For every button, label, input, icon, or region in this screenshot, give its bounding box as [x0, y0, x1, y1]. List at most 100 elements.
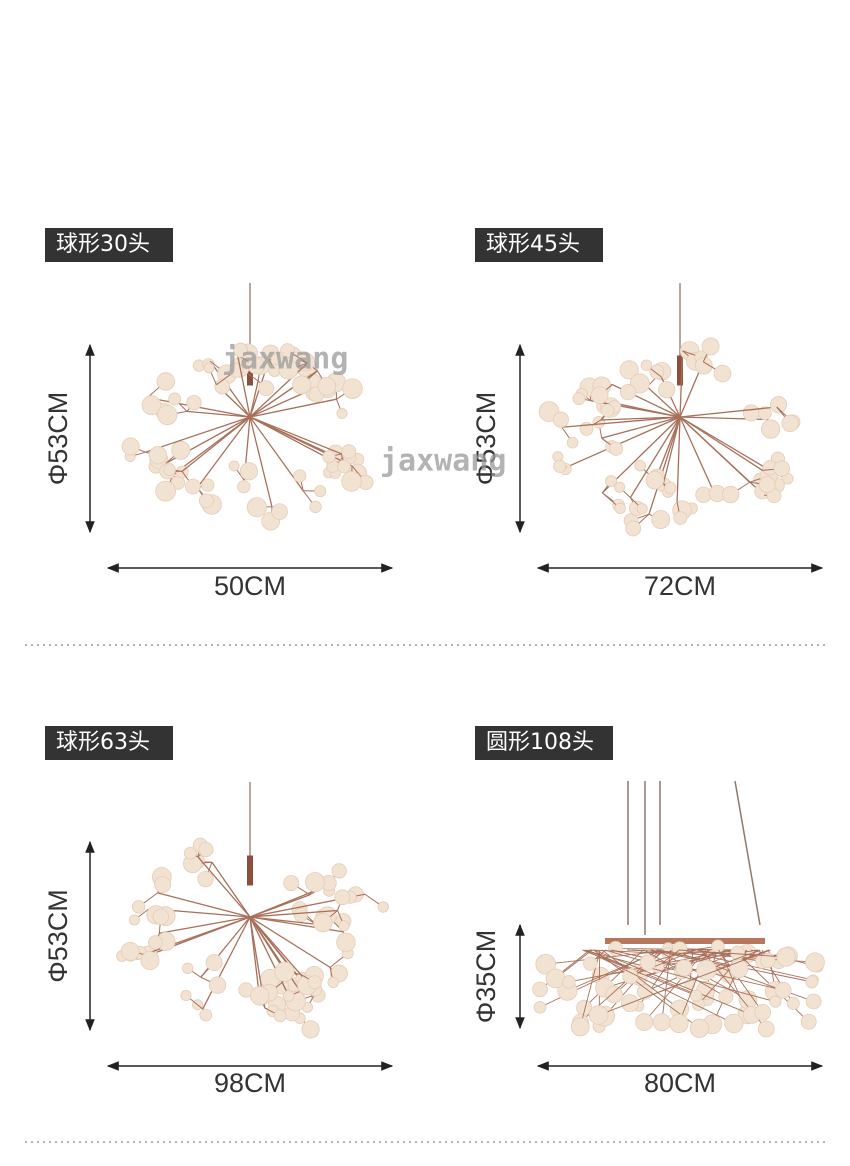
chandelier	[538, 283, 801, 537]
branch	[662, 416, 681, 484]
label-box	[475, 228, 603, 262]
product-label: 球形63头	[56, 730, 150, 755]
leaf	[761, 419, 781, 439]
branch	[646, 386, 681, 418]
leaf	[377, 901, 389, 913]
watermark: jaxwang	[222, 342, 348, 377]
leaf	[131, 900, 146, 914]
branch	[181, 416, 251, 472]
twig	[650, 949, 739, 970]
branch	[145, 416, 251, 453]
leaf	[186, 394, 202, 411]
leaf	[327, 976, 339, 989]
leaf	[155, 480, 177, 502]
leaf	[533, 1000, 547, 1014]
leaf	[120, 941, 140, 961]
product-label: 球形45头	[486, 232, 580, 257]
leaf	[201, 478, 215, 492]
leaf	[800, 1013, 817, 1030]
branch	[249, 916, 331, 968]
rod	[247, 855, 253, 886]
leaf	[121, 437, 140, 456]
branch	[237, 355, 251, 418]
branch	[202, 916, 251, 1010]
leaf	[545, 968, 566, 989]
branch	[679, 416, 714, 492]
leaf	[341, 444, 357, 459]
leaf	[141, 395, 162, 416]
leaf	[640, 359, 653, 371]
product-panel: 球形45头 Φ53CM 72CM	[471, 228, 824, 601]
branch	[566, 416, 681, 468]
rod	[677, 355, 683, 386]
leaf	[758, 476, 776, 494]
leaf	[675, 959, 693, 977]
branch	[629, 416, 681, 498]
leaf	[605, 475, 618, 488]
twig	[593, 949, 752, 1016]
branch	[648, 416, 681, 515]
leaf	[532, 981, 548, 998]
leaf	[156, 372, 175, 391]
product-panel: 圆形108头 Φ35CM 80CM	[471, 726, 824, 1098]
branch	[249, 389, 312, 418]
leaf	[730, 945, 745, 961]
leaf	[301, 1020, 320, 1039]
label-box	[475, 726, 613, 760]
leaf	[246, 497, 267, 518]
branch	[249, 416, 342, 455]
leaf	[620, 384, 637, 401]
leaf	[214, 378, 231, 395]
leaf	[247, 356, 265, 375]
leaf	[292, 375, 311, 395]
leaf	[535, 953, 557, 975]
leaf	[690, 989, 703, 1002]
twig	[586, 949, 708, 999]
leaf	[148, 446, 168, 465]
leaf	[208, 976, 227, 994]
leaf	[280, 343, 295, 358]
leaf	[228, 460, 240, 472]
label-box	[45, 726, 173, 760]
leaf	[669, 1013, 689, 1034]
leaf	[233, 342, 248, 358]
product-panel: 球形63头 Φ53CM 98CM	[43, 726, 394, 1098]
label-box	[45, 228, 173, 262]
leaf	[636, 503, 648, 515]
leaf	[673, 511, 688, 525]
leaf	[561, 975, 576, 989]
width-label: 98CM	[214, 1068, 286, 1098]
leaf	[711, 939, 725, 954]
leaf	[605, 985, 623, 1004]
leaf	[773, 460, 790, 477]
branch	[249, 894, 311, 918]
width-label: 72CM	[644, 571, 716, 601]
leaf	[293, 907, 309, 922]
leaf	[180, 989, 192, 1001]
leaf	[185, 478, 201, 495]
leaf	[317, 376, 337, 396]
panels: 球形30头 Φ53CM 50CM 球形45头 Φ53CM 72CM 球形63头 Φ53CM 98…	[43, 228, 824, 1098]
leaf	[625, 520, 642, 537]
leaf	[334, 889, 351, 906]
leaf	[566, 436, 579, 449]
branch	[601, 416, 681, 439]
branch	[249, 398, 337, 418]
leaf	[342, 378, 363, 399]
leaf	[695, 356, 713, 375]
twig	[583, 949, 776, 1003]
height-label: Φ53CM	[43, 392, 73, 486]
leaf	[293, 469, 307, 483]
leaf	[689, 1018, 710, 1038]
leaf	[757, 1020, 775, 1038]
branch	[561, 416, 681, 428]
branch	[679, 406, 777, 418]
leaf	[336, 408, 348, 420]
leaf	[614, 481, 626, 493]
twig	[584, 949, 735, 1024]
leaf	[651, 510, 671, 530]
twig	[601, 949, 680, 1010]
leaf	[713, 364, 732, 383]
leaf	[781, 414, 799, 432]
